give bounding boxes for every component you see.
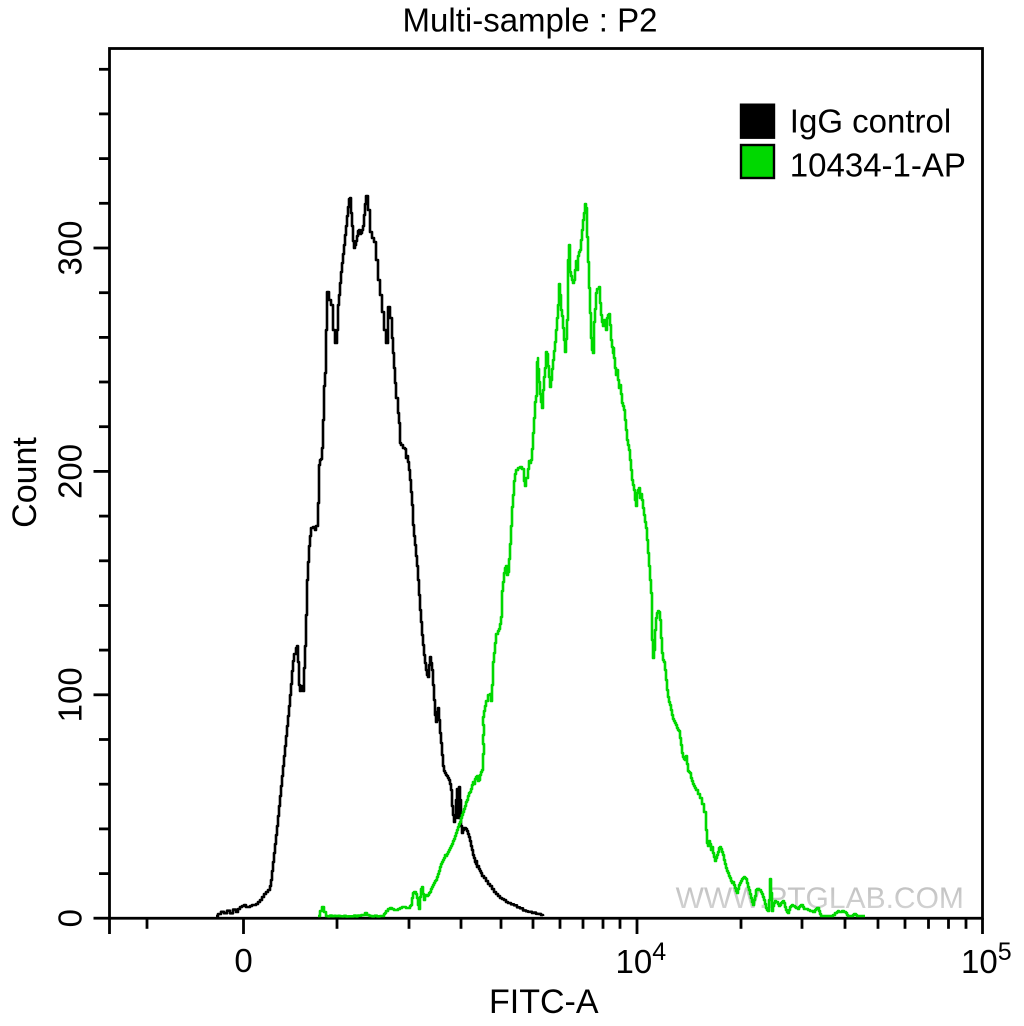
svg-text:200: 200 xyxy=(52,444,89,499)
svg-text:IgG control: IgG control xyxy=(790,102,951,139)
svg-text:10434-1-AP: 10434-1-AP xyxy=(790,147,966,184)
svg-text:FITC-A: FITC-A xyxy=(489,983,599,1021)
svg-text:Count: Count xyxy=(6,437,44,528)
svg-text:Multi-sample : P2: Multi-sample : P2 xyxy=(403,2,658,39)
svg-text:100: 100 xyxy=(52,667,89,722)
svg-text:300: 300 xyxy=(52,220,89,275)
svg-text:0: 0 xyxy=(52,909,89,927)
svg-text:0: 0 xyxy=(234,942,252,979)
